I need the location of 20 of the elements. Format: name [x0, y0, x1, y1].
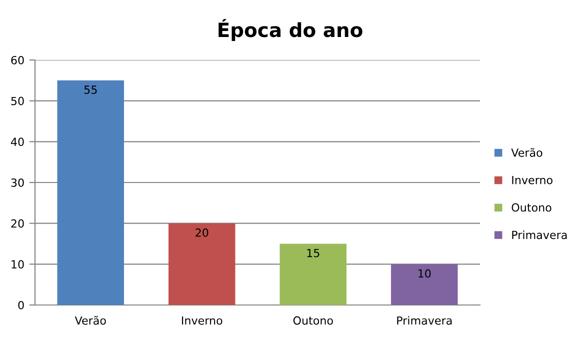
legend-label: Primavera	[512, 230, 567, 240]
y-tick-label: 0	[18, 300, 24, 310]
chart-title: Época do ano	[218, 18, 362, 42]
legend-label: Inverno	[512, 176, 552, 184]
x-tick-label: Primavera	[397, 316, 452, 325]
data-label: 15	[307, 248, 320, 258]
y-tick-label: 50	[11, 96, 24, 106]
x-tick-label: Outono	[293, 316, 333, 325]
data-label: 55	[84, 86, 97, 94]
data-label: 10	[418, 269, 431, 278]
y-tick-label: 30	[11, 178, 24, 187]
data-label: 20	[196, 228, 208, 237]
legend-label: Verão	[511, 148, 542, 157]
legend-label: Outono	[512, 203, 552, 212]
y-tick-label: 20	[11, 219, 24, 228]
y-tick-label: 40	[10, 138, 24, 146]
x-tick-label: Verão	[74, 316, 106, 325]
y-tick-label: 10	[12, 260, 24, 269]
y-tick-label: 60	[11, 56, 24, 64]
x-tick-label: Inverno	[182, 316, 222, 325]
